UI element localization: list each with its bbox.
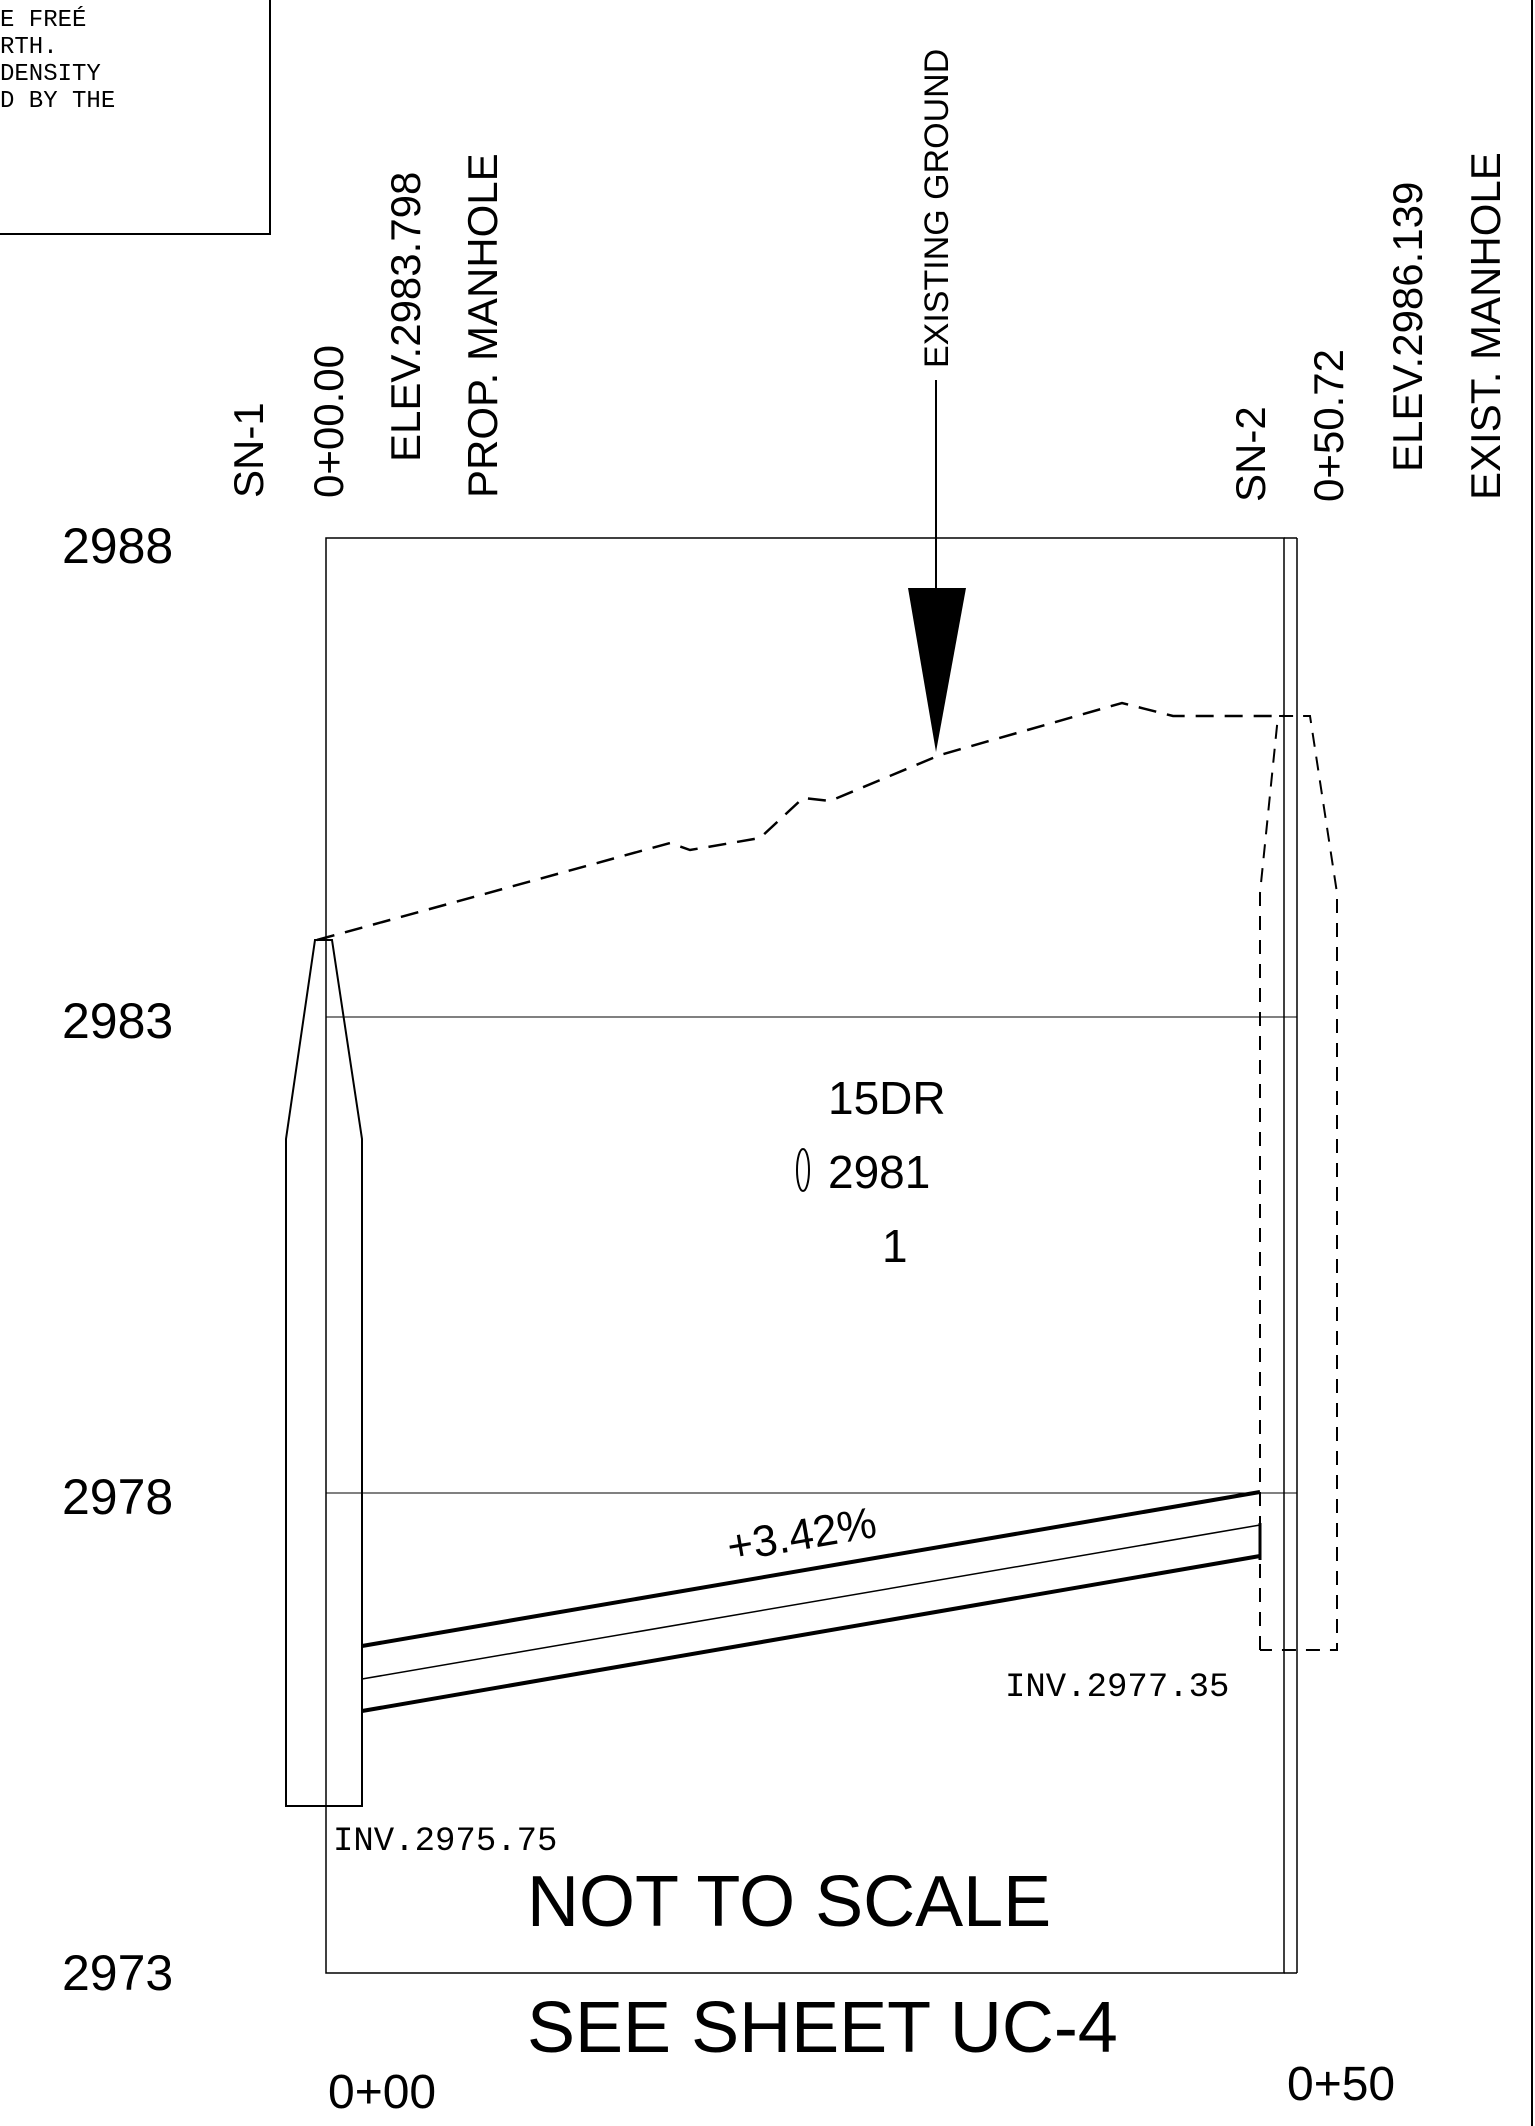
elevation-tick-label: 2983	[62, 993, 173, 1049]
elevation-tick-label: 2973	[62, 1945, 173, 2001]
manhole-sn2-labels: SN-2 0+50.72 ELEV.2986.139 EXIST. MANHOL…	[1227, 152, 1509, 502]
station-axis: 0+00 0+50	[328, 2058, 1395, 2119]
not-to-scale-note: NOT TO SCALE	[527, 1862, 1051, 1942]
pipe-centerline	[361, 1524, 1261, 1680]
station-tick-label: 0+00	[328, 2066, 436, 2119]
manhole-sn1-structure	[285, 939, 363, 1807]
pipe-count: 1	[882, 1220, 908, 1272]
manhole-sn1-labels: SN-1 0+00.00 ELEV.2983.798 PROP. MANHOLE	[225, 153, 506, 498]
invert-label-sn1: INV.2975.75	[333, 1823, 557, 1861]
manhole-sn2-structure	[1259, 715, 1338, 1651]
notes-box: E FREÉ RTH. DENSITY D BY THE	[0, 0, 271, 235]
elevation-tick-label: 2978	[62, 1469, 173, 1525]
elevation-axis: 2988 2983 2978 2973	[62, 518, 173, 2001]
profile-border	[325, 537, 1285, 1974]
manhole-station: 0+00.00	[305, 345, 352, 498]
notes-line: DENSITY	[0, 61, 101, 88]
pipe-dr-value: 2981	[828, 1146, 930, 1198]
notes-line: E FREÉ	[0, 6, 86, 34]
manhole-type: EXIST. MANHOLE	[1462, 152, 1509, 500]
manhole-outline	[1259, 715, 1338, 1651]
see-sheet-reference: SEE SHEET UC-4	[527, 1988, 1118, 2068]
manhole-id: SN-1	[225, 402, 272, 498]
notes-line: RTH.	[0, 34, 58, 61]
slope-symbol-icon	[796, 1148, 810, 1192]
manhole-type: PROP. MANHOLE	[459, 153, 506, 498]
manhole-elevation: ELEV.2983.798	[382, 172, 429, 462]
notes-line: D BY THE	[0, 88, 115, 115]
pipe-size-label: 15DR	[828, 1072, 946, 1124]
elevation-tick-label: 2988	[62, 518, 173, 574]
existing-ground-label: EXISTING GROUND	[918, 49, 956, 368]
existing-ground-callout: EXISTING GROUND	[908, 49, 966, 752]
pipe-crown-line	[361, 1490, 1261, 1648]
station-tick-label: 0+50	[1287, 2058, 1395, 2111]
callout-arrow-icon	[908, 588, 966, 752]
pipe-invert-line	[361, 1554, 1261, 1713]
manhole-elevation: ELEV.2986.139	[1384, 182, 1431, 472]
invert-label-sn2: INV.2977.35	[1005, 1669, 1229, 1707]
manhole-id: SN-2	[1227, 406, 1274, 502]
manhole-outline	[285, 939, 363, 1807]
existing-ground-line	[316, 701, 1284, 942]
pipe-info: 15DR 2981 1	[796, 1072, 946, 1272]
notes-box-border	[0, 0, 271, 235]
manhole-station: 0+50.72	[1305, 349, 1352, 502]
profile-frame	[325, 537, 1298, 1974]
